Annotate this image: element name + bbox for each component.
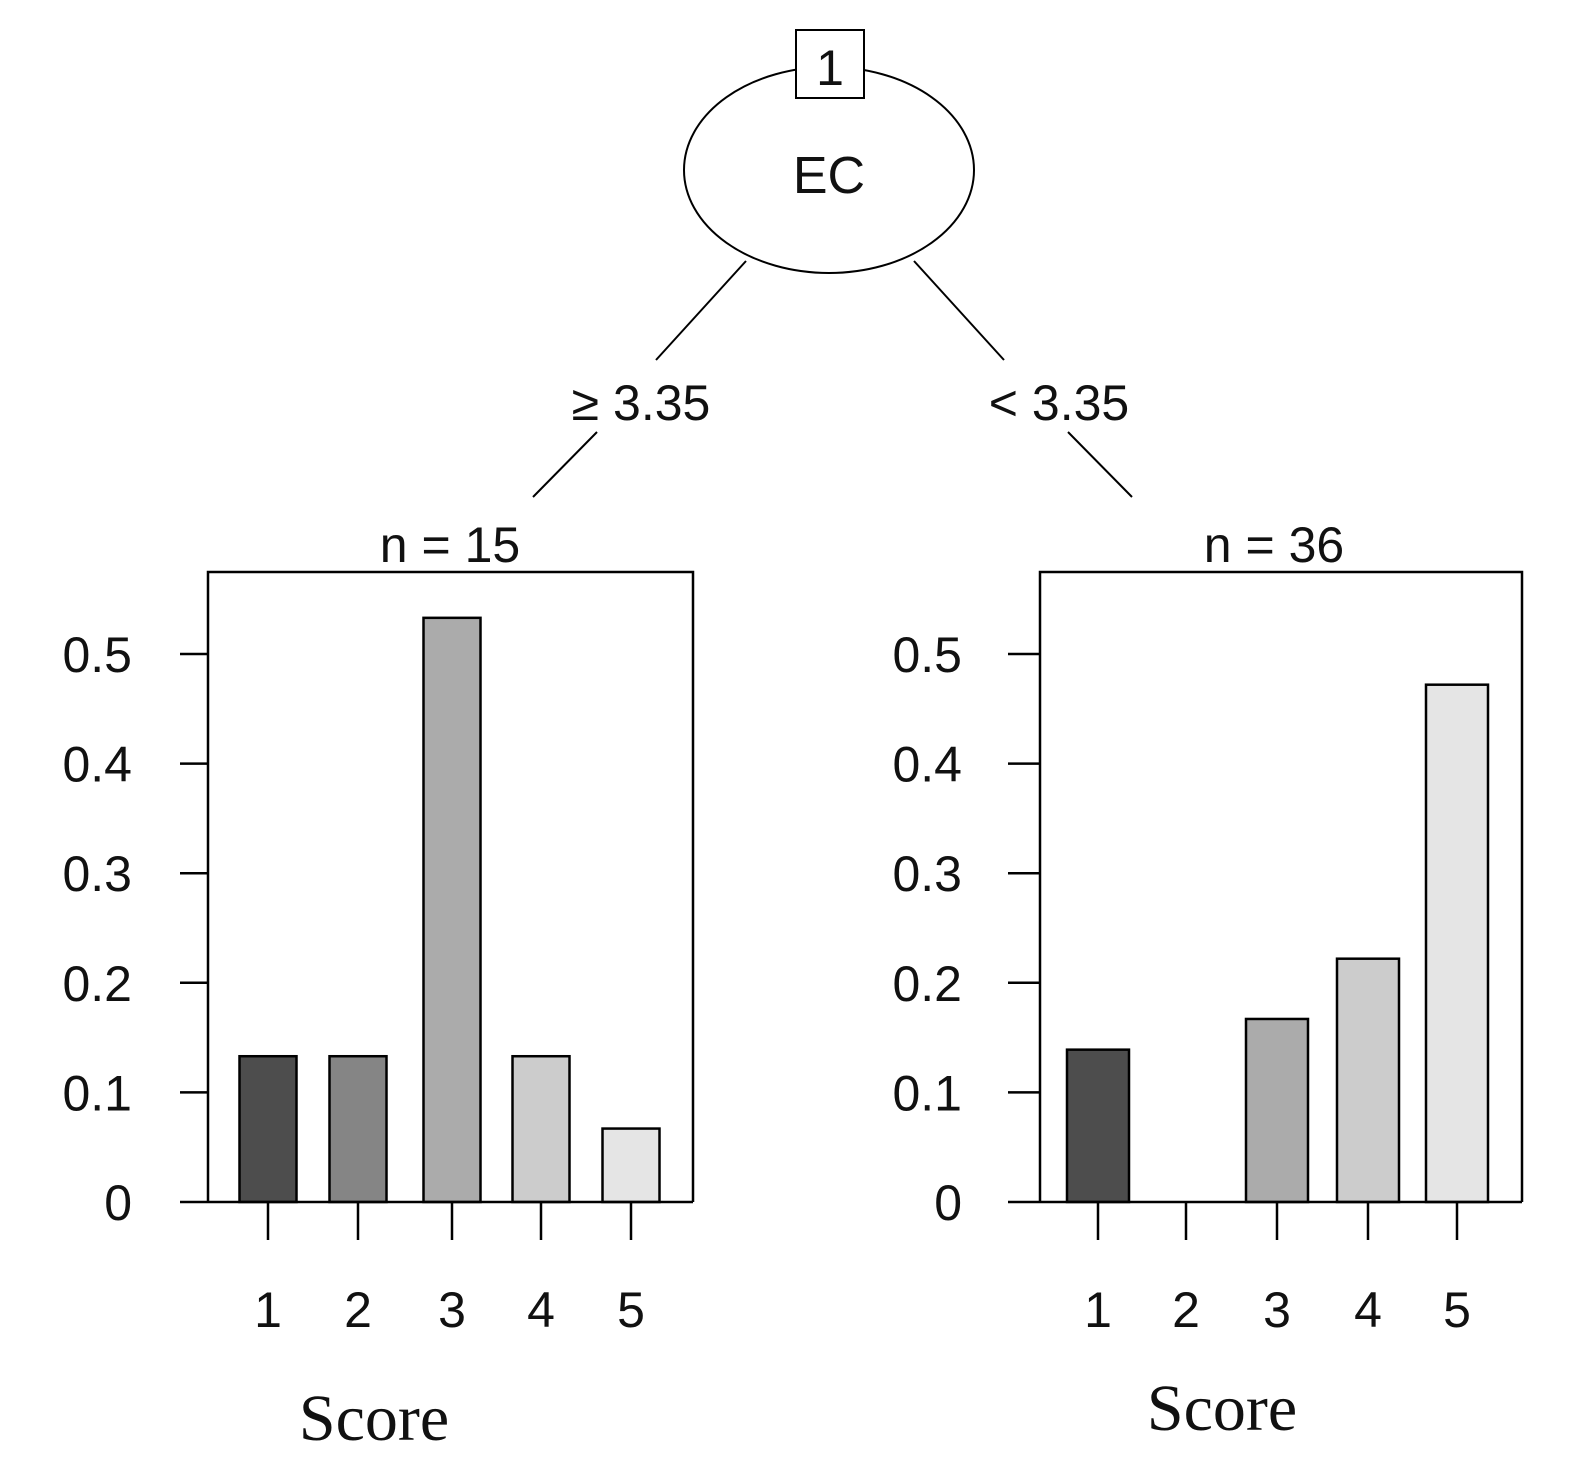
bar bbox=[511, 1054, 571, 1204]
terminal-node-chart-left: n = 15 Score 0 0.1 0.2 0.3 0.4 0.5 1 2 3 4 5 bbox=[62, 517, 695, 1455]
bar bbox=[1335, 957, 1401, 1204]
y-tick-label: 0.2 bbox=[892, 956, 962, 1012]
edge-right-lower bbox=[1067, 431, 1133, 498]
x-tick-label: 4 bbox=[527, 1282, 555, 1338]
y-tick-label: 0.1 bbox=[892, 1065, 962, 1121]
node-count-label: n = 15 bbox=[380, 517, 520, 573]
node-id-label: 1 bbox=[816, 40, 844, 96]
y-tick-label: 0.4 bbox=[62, 737, 132, 793]
plot-frame bbox=[1038, 570, 1524, 1202]
node-count-label: n = 36 bbox=[1204, 517, 1344, 573]
y-tick-label: 0.3 bbox=[62, 846, 132, 902]
bar bbox=[1244, 1017, 1310, 1204]
edge-right-upper bbox=[913, 260, 1005, 361]
edge-label-right: < 3.35 bbox=[989, 375, 1129, 431]
x-tick-label: 4 bbox=[1354, 1282, 1382, 1338]
bar bbox=[238, 1054, 298, 1204]
x-tick-label: 2 bbox=[1172, 1282, 1200, 1338]
x-axis-label: Score bbox=[299, 1382, 449, 1455]
y-tick-label: 0.1 bbox=[62, 1065, 132, 1121]
x-tick-label: 3 bbox=[1263, 1282, 1291, 1338]
bar bbox=[422, 616, 482, 1204]
bar bbox=[328, 1054, 388, 1204]
plot-frame bbox=[206, 570, 695, 1202]
tree-edges bbox=[532, 260, 1133, 498]
edge-left-upper bbox=[655, 260, 747, 361]
terminal-node-chart-right: n = 36 Score 0 0.1 0.2 0.3 0.4 0.5 1 2 3 4 5 bbox=[892, 517, 1524, 1445]
y-tick-label: 0.3 bbox=[892, 846, 962, 902]
split-variable-label: EC bbox=[793, 147, 865, 205]
x-tick-label: 5 bbox=[617, 1282, 645, 1338]
x-tick-label: 5 bbox=[1443, 1282, 1471, 1338]
edge-label-left: ≥ 3.35 bbox=[572, 375, 711, 431]
y-tick-label: 0 bbox=[934, 1175, 962, 1231]
bar bbox=[1065, 1048, 1131, 1204]
bar bbox=[1424, 683, 1490, 1204]
x-tick-label: 1 bbox=[1084, 1282, 1112, 1338]
node-id-box bbox=[795, 29, 865, 99]
y-tick-label: 0.5 bbox=[892, 627, 962, 683]
y-tick-label: 0.2 bbox=[62, 956, 132, 1012]
x-tick-label: 2 bbox=[344, 1282, 372, 1338]
x-tick-label: 1 bbox=[254, 1282, 282, 1338]
y-tick-label: 0 bbox=[104, 1175, 132, 1231]
x-tick-label: 3 bbox=[438, 1282, 466, 1338]
y-tick-label: 0.4 bbox=[892, 737, 962, 793]
bar bbox=[601, 1127, 661, 1204]
x-axis-label: Score bbox=[1147, 1372, 1297, 1445]
root-node: 1 EC bbox=[683, 29, 975, 274]
edge-left-lower bbox=[532, 431, 598, 498]
y-tick-label: 0.5 bbox=[62, 627, 132, 683]
